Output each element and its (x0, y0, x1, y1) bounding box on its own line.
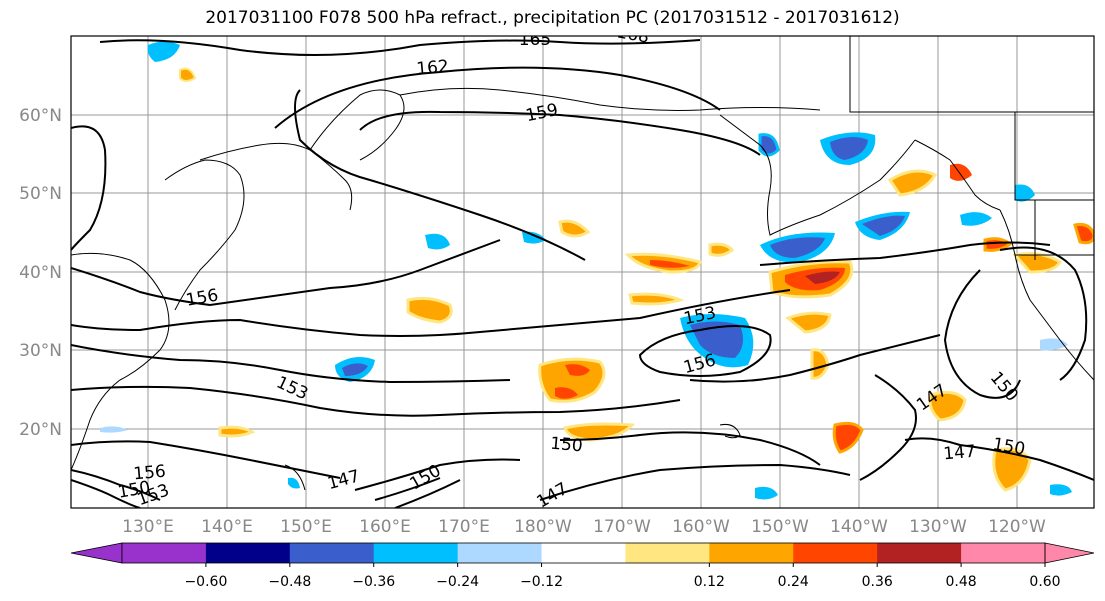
colorbar-tick-label: 0.12 (694, 574, 725, 590)
colorbar-tick-label: −0.12 (520, 574, 563, 590)
lat-label: 20°N (19, 420, 62, 440)
contour-label: 150 (549, 434, 583, 457)
lat-label: 40°N (19, 263, 62, 283)
lon-label: 150°W (751, 517, 809, 537)
gridlines (71, 36, 1094, 508)
colorbar-segment (961, 543, 1046, 563)
colorbar-tick-label: −0.60 (184, 574, 227, 590)
lon-label: 180°W (514, 517, 572, 537)
colorbar-segment (205, 543, 291, 563)
precip-positive-patches (179, 67, 1094, 492)
colorbar-segment (289, 543, 375, 563)
colorbar-tick-label: −0.36 (352, 574, 395, 590)
lat-label: 50°N (19, 184, 62, 204)
colorbar-segment (877, 543, 962, 563)
colorbar-tick-label: −0.24 (436, 574, 479, 590)
lon-label: 160°W (672, 517, 730, 537)
height-contours (71, 39, 1094, 508)
colorbar-tick-label: 0.48 (946, 574, 977, 590)
precip-negative-patches (100, 41, 1072, 500)
lat-label: 60°N (19, 106, 62, 126)
colorbar-segment (373, 543, 459, 563)
lon-label: 140°E (201, 517, 253, 537)
colorbar-segment (625, 543, 710, 563)
contour-label: 162 (416, 57, 450, 80)
contour-label: 168 (615, 22, 650, 47)
longitude-labels: 130°E 140°E 150°E 160°E 170°E 180°W 170°W 160°W… (122, 517, 1046, 537)
colorbar-segment (122, 543, 207, 563)
lat-label: 30°N (19, 341, 62, 361)
colorbar-segment (709, 543, 794, 563)
map-title: 2017031100 F078 500 hPa refract., precip… (205, 8, 900, 28)
colorbar-extend-low (70, 542, 123, 564)
colorbar-segment (541, 543, 626, 563)
lon-label: 150°E (280, 517, 332, 537)
map-frame (70, 35, 1095, 509)
colorbar-tick-label: 0.24 (778, 574, 809, 590)
contour-label: 147 (943, 442, 977, 465)
lon-label: 140°W (830, 517, 888, 537)
colorbar-tick-label: 0.36 (862, 574, 893, 590)
lon-label: 130°W (909, 517, 967, 537)
colorbar-tick-label: −0.48 (268, 574, 311, 590)
lon-label: 130°E (122, 517, 174, 537)
lon-label: 170°W (593, 517, 651, 537)
latitude-labels: 60°N 50°N 40°N 30°N 20°N (19, 106, 62, 440)
lon-label: 170°E (438, 517, 490, 537)
colorbar-extend-high (1044, 542, 1095, 564)
contour-label: 156 (133, 462, 167, 485)
contour-label: 165 (519, 30, 551, 50)
colorbar: −0.60 −0.48 −0.36 −0.24 −0.12 0.12 0.24 0.36 0.4… (70, 542, 1095, 590)
colorbar-segment (793, 543, 878, 563)
colorbar-tick-label: 0.60 (1029, 574, 1060, 590)
lon-label: 160°E (359, 517, 411, 537)
colorbar-segment (457, 543, 543, 563)
lon-label: 120°W (988, 517, 1046, 537)
